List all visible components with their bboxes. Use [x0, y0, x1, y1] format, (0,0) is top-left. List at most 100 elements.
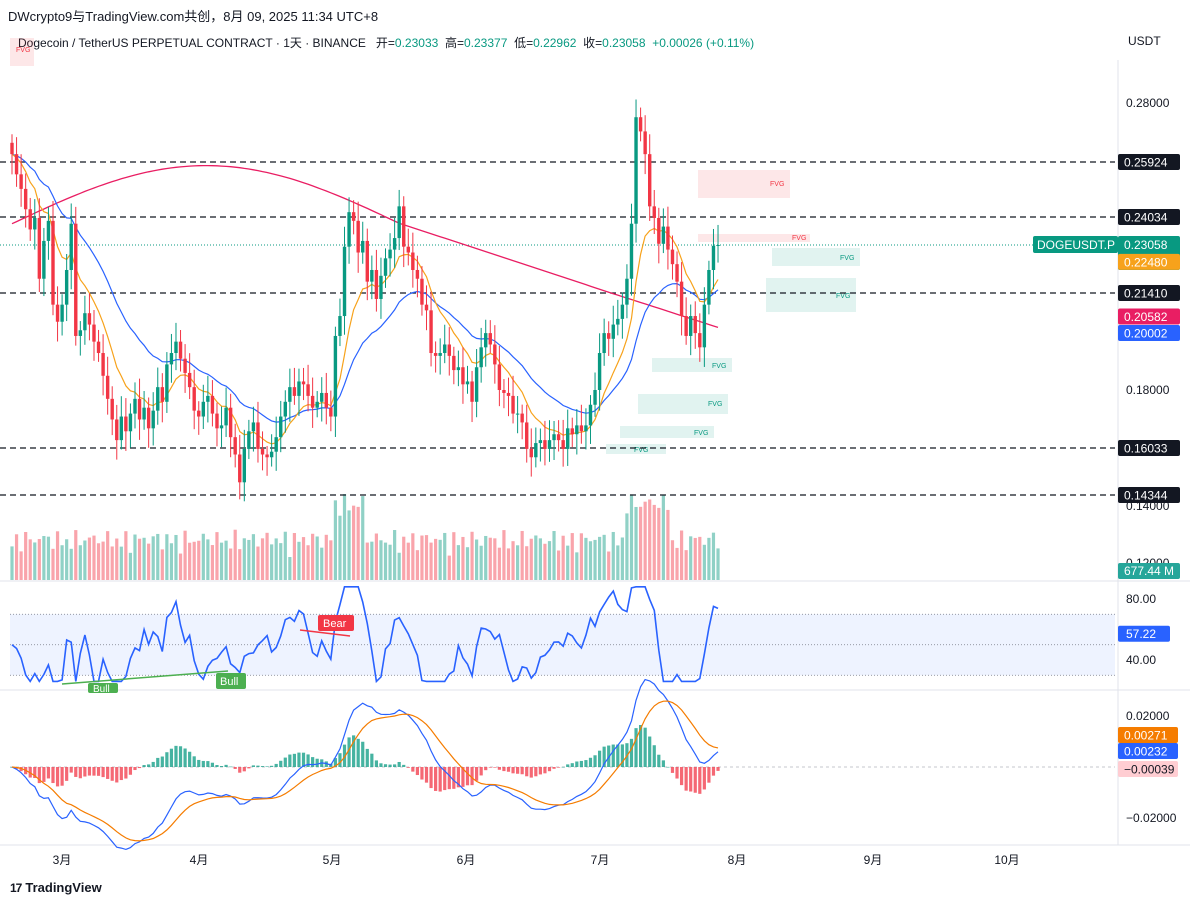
- ema-slow-line: [11, 164, 719, 329]
- candle-body: [684, 316, 688, 336]
- volume-bar: [470, 531, 474, 580]
- high-value: 0.23377: [464, 36, 508, 50]
- macd-histogram-bar: [452, 767, 456, 789]
- volume-bar: [716, 548, 720, 580]
- volume-bar: [55, 531, 60, 580]
- volume-bar: [670, 540, 675, 580]
- candle-body: [520, 413, 524, 423]
- volume-bar: [206, 539, 210, 580]
- symbol-legend[interactable]: Dogecoin / TetherUS PERPETUAL CONTRACT ·…: [18, 34, 754, 51]
- macd-histogram-bar: [65, 767, 69, 781]
- volume-bar: [14, 534, 19, 580]
- candle-body: [119, 416, 124, 441]
- macd-histogram-bar: [707, 767, 711, 783]
- candle-body: [597, 353, 602, 390]
- volume-bar: [538, 538, 542, 580]
- candle-body: [693, 316, 697, 334]
- candle-body: [670, 249, 675, 265]
- macd-histogram-bar: [588, 757, 593, 767]
- candle-body: [534, 443, 538, 458]
- volume-tag: [1118, 563, 1180, 579]
- volume-bar: [288, 557, 292, 580]
- macd-histogram-bar: [520, 767, 524, 775]
- candle-body: [552, 434, 556, 441]
- volume-bar: [87, 537, 92, 580]
- macd-histogram-bar: [661, 760, 665, 767]
- macd-histogram-bar: [411, 767, 415, 772]
- currency-unit[interactable]: USDT: [1128, 34, 1161, 48]
- candle-body: [698, 333, 702, 348]
- macd-histogram-bar: [702, 767, 706, 790]
- macd-histogram-bar: [192, 756, 196, 767]
- volume-bar: [333, 500, 338, 580]
- volume-bar: [552, 531, 556, 580]
- volume-bar: [329, 540, 333, 580]
- candle-body: [657, 217, 661, 244]
- volume-bar: [411, 533, 415, 580]
- volume-bar: [46, 536, 51, 580]
- macd-axis-tick: 0.02000: [1126, 709, 1170, 723]
- volume-bar: [169, 543, 174, 580]
- macd-histogram-bar: [379, 763, 383, 767]
- candle-body: [648, 154, 652, 207]
- macd-histogram-bar: [693, 767, 697, 793]
- macd-histogram-bar: [165, 752, 169, 767]
- volume-bar: [119, 546, 123, 580]
- bull-label-box: [216, 673, 246, 689]
- volume-bar: [306, 545, 310, 580]
- ma-value-tag-label: 0.22480: [1124, 255, 1168, 269]
- tradingview-brand[interactable]: 17 TradingView: [10, 880, 102, 895]
- ma-value-tag-label: 0.20002: [1124, 327, 1168, 341]
- candle-body: [69, 223, 73, 270]
- macd-value-label: 0.00232: [1124, 745, 1168, 759]
- volume-bar: [78, 545, 82, 580]
- candle-body: [584, 425, 588, 432]
- volume-bar: [684, 550, 688, 580]
- volume-bar: [424, 535, 429, 580]
- volume-bar: [675, 547, 679, 580]
- candle-body: [506, 392, 511, 396]
- macd-histogram-bar: [242, 767, 246, 772]
- candle-body: [288, 387, 292, 402]
- candle-body: [183, 358, 187, 373]
- candle-body: [438, 353, 442, 356]
- candle-body: [652, 206, 656, 218]
- close-label: 收=: [583, 36, 603, 50]
- level-tag: [1118, 440, 1180, 456]
- volume-bar: [251, 534, 256, 580]
- candle-body: [210, 395, 215, 414]
- volume-bar: [110, 546, 114, 580]
- volume-bar: [511, 541, 515, 580]
- macd-histogram-bar: [74, 767, 78, 777]
- close-value: 0.23058: [602, 36, 646, 50]
- candle-body: [602, 333, 606, 354]
- bull-divergence-line: [61, 670, 229, 685]
- price-axis-tick: 0.14000: [1126, 499, 1170, 513]
- candle-body: [329, 407, 333, 417]
- volume-bar: [370, 541, 374, 580]
- candle-body: [283, 401, 287, 417]
- volume-bar: [443, 532, 447, 580]
- macd-histogram-bar: [575, 761, 579, 767]
- candle-body: [356, 220, 360, 253]
- macd-histogram-bar: [593, 755, 597, 767]
- candle-body: [625, 278, 629, 305]
- volume-bar: [484, 535, 488, 580]
- volume-bar: [652, 504, 656, 580]
- macd-histogram-bar: [251, 765, 256, 767]
- macd-histogram-bar: [292, 753, 297, 767]
- fvg-zone: [638, 394, 728, 414]
- macd-histogram-bar: [188, 751, 192, 767]
- volume-bar: [210, 545, 215, 580]
- symbol-name[interactable]: Dogecoin / TetherUS PERPETUAL CONTRACT ·…: [18, 36, 366, 50]
- volume-bar: [24, 531, 28, 580]
- macd-histogram-bar: [315, 758, 319, 767]
- candle-body: [675, 264, 679, 282]
- volume-bar: [19, 551, 23, 580]
- open-value: 0.23033: [394, 36, 439, 50]
- macd-histogram-bar: [256, 765, 260, 767]
- macd-value-tag: [1118, 743, 1178, 759]
- macd-histogram-bar: [388, 764, 392, 767]
- candle-body: [260, 448, 265, 455]
